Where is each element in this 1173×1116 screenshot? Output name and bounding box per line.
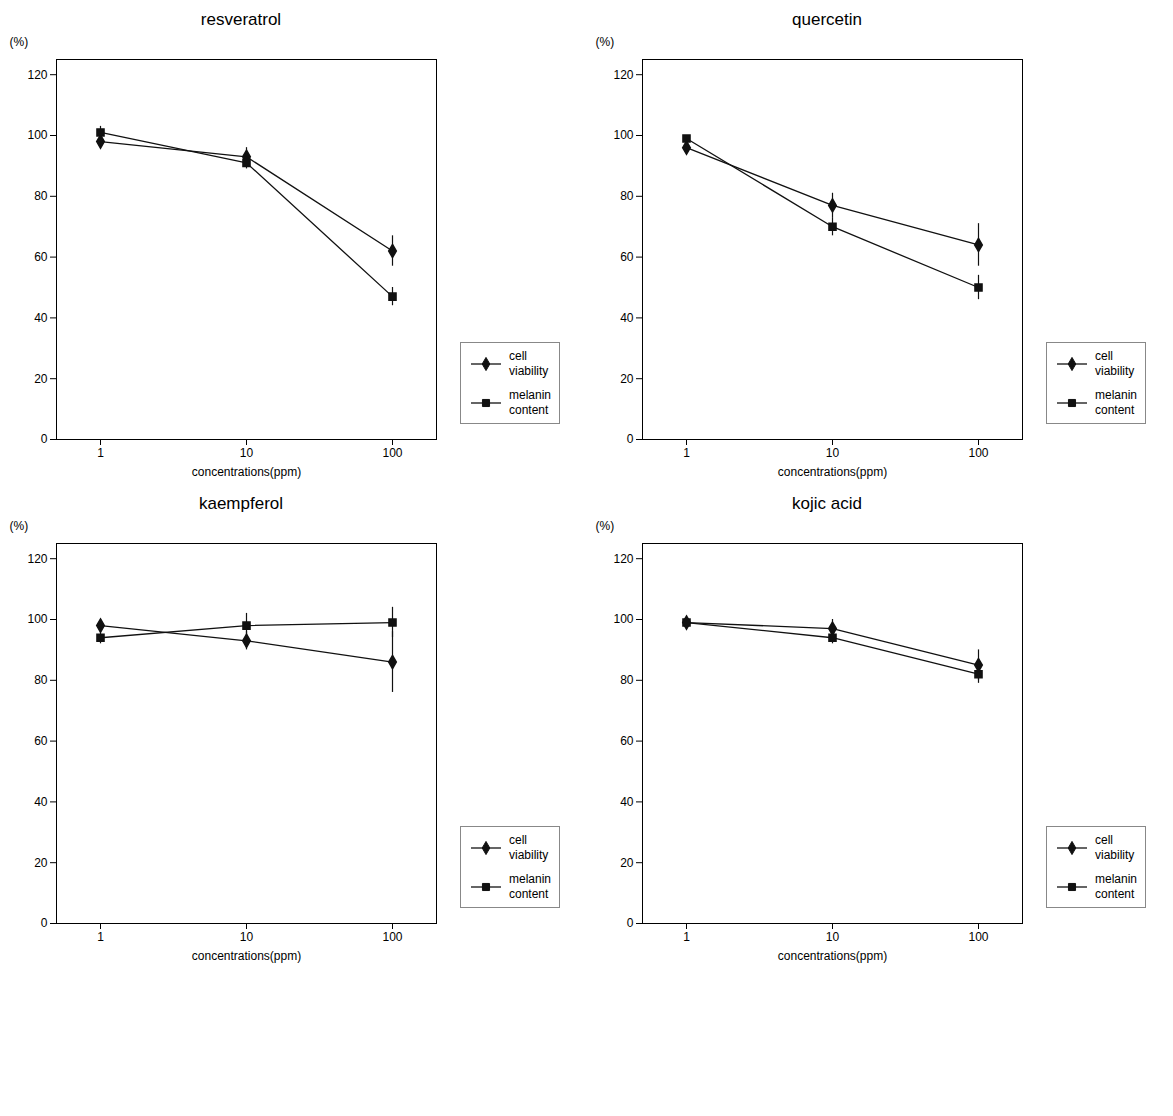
html-text:melanin content: melanin content: [509, 872, 551, 901]
svg-text:80: 80: [34, 189, 48, 203]
svg-text:0: 0: [41, 432, 48, 446]
svg-text:100: 100: [968, 930, 988, 944]
svg-text:100: 100: [613, 128, 633, 142]
svg-text:(%): (%): [10, 35, 29, 49]
svg-text:concentrations(ppm): concentrations(ppm): [192, 465, 301, 479]
svg-text:100: 100: [613, 612, 633, 626]
svg-text:120: 120: [613, 552, 633, 566]
svg-text:80: 80: [620, 673, 634, 687]
svg-text:0: 0: [627, 916, 634, 930]
svg-text:80: 80: [620, 189, 634, 203]
svg-text:20: 20: [34, 372, 48, 386]
html-text:cell viability: cell viability: [509, 349, 549, 378]
svg-text:10: 10: [826, 446, 840, 460]
html-text:cell viability: cell viability: [1095, 833, 1135, 862]
svg-text:100: 100: [968, 446, 988, 460]
svg-text:0: 0: [627, 432, 634, 446]
svg-text:100: 100: [27, 612, 47, 626]
svg-text:40: 40: [620, 795, 634, 809]
html-text:melanin content: melanin content: [1095, 872, 1137, 901]
svg-text:60: 60: [620, 250, 634, 264]
html-text:melanin content: melanin content: [1095, 388, 1137, 417]
svg-text:concentrations(ppm): concentrations(ppm): [778, 949, 887, 963]
html-text:resveratrol: resveratrol: [200, 10, 282, 29]
html-text:quercetin: quercetin: [792, 10, 862, 29]
svg-text:10: 10: [826, 930, 840, 944]
svg-text:60: 60: [620, 734, 634, 748]
html-text:melanin content: melanin content: [509, 388, 551, 417]
svg-text:40: 40: [34, 311, 48, 325]
svg-text:120: 120: [613, 68, 633, 82]
svg-text:120: 120: [27, 552, 47, 566]
svg-text:10: 10: [240, 930, 254, 944]
svg-text:0: 0: [41, 916, 48, 930]
svg-text:concentrations(ppm): concentrations(ppm): [778, 465, 887, 479]
svg-text:1: 1: [97, 446, 104, 460]
svg-text:60: 60: [34, 250, 48, 264]
svg-text:20: 20: [34, 856, 48, 870]
svg-text:20: 20: [620, 372, 634, 386]
svg-text:120: 120: [27, 68, 47, 82]
svg-text:(%): (%): [596, 519, 615, 533]
svg-text:100: 100: [27, 128, 47, 142]
svg-text:60: 60: [34, 734, 48, 748]
svg-text:100: 100: [382, 446, 402, 460]
svg-text:concentrations(ppm): concentrations(ppm): [192, 949, 301, 963]
svg-text:40: 40: [620, 311, 634, 325]
svg-text:1: 1: [683, 930, 690, 944]
html-text:cell viability: cell viability: [1095, 349, 1135, 378]
svg-text:80: 80: [34, 673, 48, 687]
html-text:kaempferol: kaempferol: [198, 494, 283, 513]
svg-text:20: 20: [620, 856, 634, 870]
svg-text:100: 100: [382, 930, 402, 944]
svg-text:1: 1: [97, 930, 104, 944]
svg-text:40: 40: [34, 795, 48, 809]
svg-text:1: 1: [683, 446, 690, 460]
html-text:cell viability: cell viability: [509, 833, 549, 862]
svg-text:10: 10: [240, 446, 254, 460]
svg-text:(%): (%): [10, 519, 29, 533]
html-text:kojic acid: kojic acid: [792, 494, 862, 513]
svg-text:(%): (%): [596, 35, 615, 49]
